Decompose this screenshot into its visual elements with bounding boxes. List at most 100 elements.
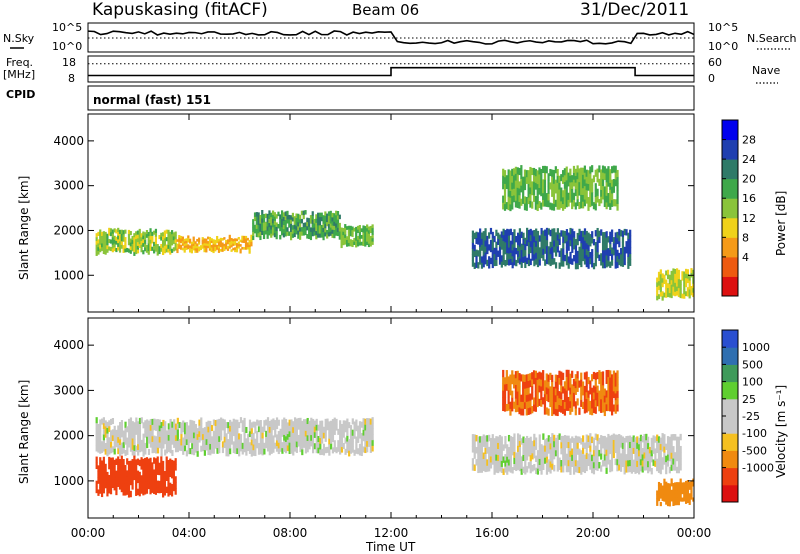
heatmap-cell — [340, 446, 344, 453]
heatmap-cell — [585, 242, 588, 250]
heatmap-cell — [500, 261, 503, 268]
heatmap-cell — [95, 244, 98, 249]
heatmap-cell — [169, 243, 172, 248]
heatmap-cell — [198, 419, 201, 426]
heatmap-cell — [99, 430, 102, 437]
heatmap-cell — [181, 247, 184, 251]
heatmap-cell — [484, 435, 487, 442]
heatmap-cell — [138, 236, 141, 241]
heatmap-cell — [346, 418, 349, 425]
heatmap-cell — [192, 247, 195, 251]
heatmap-cell — [603, 199, 606, 207]
heatmap-cell — [475, 249, 478, 256]
heatmap-cell — [547, 408, 550, 416]
heatmap-cell — [675, 489, 679, 494]
heatmap-cell — [556, 441, 559, 448]
heatmap-cell — [162, 485, 165, 492]
heatmap-cell — [479, 234, 482, 241]
heatmap-cell — [475, 459, 478, 466]
heatmap-cell — [614, 172, 617, 180]
heatmap-cell — [598, 178, 601, 186]
heatmap-cell — [614, 379, 617, 387]
heatmap-cell — [200, 428, 203, 435]
heatmap-cell — [223, 442, 226, 449]
heatmap-cell — [167, 248, 170, 253]
heatmap-cell — [589, 463, 592, 470]
heatmap-cell — [243, 429, 246, 436]
heatmap-cell — [293, 439, 297, 447]
heatmap-cell — [160, 474, 163, 481]
heatmap-cell — [243, 238, 246, 241]
heatmap-cell — [659, 455, 662, 463]
heatmap-cell — [113, 425, 116, 432]
heatmap-cell — [654, 436, 657, 443]
heatmap-cell — [362, 235, 365, 240]
heatmap-cell — [587, 238, 590, 245]
colorbar-segment — [722, 364, 738, 383]
heatmap-cell — [535, 443, 538, 450]
heatmap-cell — [522, 436, 525, 443]
heatmap-cell — [573, 231, 576, 238]
heatmap-cell — [562, 254, 565, 261]
heatmap-cell — [610, 166, 614, 174]
heatmap-cell — [553, 434, 556, 442]
heatmap-cell — [183, 439, 187, 446]
x-tick-label: 20:00 — [576, 526, 611, 540]
heatmap-cell — [540, 227, 543, 235]
heatmap-cell — [257, 420, 261, 427]
heatmap-cell — [111, 481, 114, 489]
heatmap-cell — [523, 374, 527, 382]
heatmap-cell — [607, 172, 610, 180]
heatmap-cell — [543, 393, 547, 402]
heatmap-cell — [572, 165, 576, 173]
heatmap-cell — [160, 444, 163, 451]
heatmap-cell — [589, 400, 592, 408]
heatmap-cell — [585, 385, 588, 393]
heatmap-cell — [272, 446, 275, 453]
heatmap-cell — [255, 220, 258, 225]
heatmap-cell — [181, 238, 184, 242]
heatmap-cell — [532, 397, 536, 405]
heatmap-cell — [151, 430, 154, 437]
heatmap-cell — [618, 452, 621, 459]
heatmap-cell — [569, 233, 572, 241]
heatmap-cell — [124, 427, 127, 434]
heatmap-cell — [191, 437, 194, 444]
heatmap-cell — [282, 220, 285, 226]
colorbar-tick-label: -1000 — [742, 462, 774, 475]
heatmap-cell — [310, 417, 313, 424]
heatmap-cell — [154, 470, 158, 477]
heatmap-cell — [100, 246, 104, 251]
heatmap-cell — [113, 246, 116, 252]
heatmap-cell — [547, 186, 550, 194]
heatmap-cell — [567, 238, 570, 245]
heatmap-cell — [283, 434, 286, 441]
heatmap-cell — [162, 442, 165, 449]
heatmap-cell — [244, 247, 248, 250]
heatmap-cell — [100, 441, 104, 448]
heatmap-cell — [511, 238, 514, 245]
heatmap-cell — [189, 245, 192, 249]
heatmap-cell — [366, 227, 369, 232]
heatmap-cell — [338, 214, 341, 220]
heatmap-cell — [556, 381, 559, 389]
heatmap-cell — [529, 240, 532, 248]
heatmap-cell — [135, 465, 138, 472]
heatmap-cell — [507, 376, 510, 384]
heatmap-cell — [344, 224, 347, 228]
heatmap-cell — [576, 398, 579, 406]
heatmap-cell — [99, 425, 102, 432]
heatmap-cell — [273, 232, 276, 238]
heatmap-cell — [618, 234, 621, 242]
heatmap-cell — [580, 181, 583, 189]
heatmap-cell — [512, 374, 516, 382]
heatmap-cell — [203, 438, 206, 445]
heatmap-cell — [514, 186, 518, 195]
heatmap-cell — [333, 225, 336, 231]
heatmap-cell — [321, 431, 324, 438]
heatmap-cell — [199, 247, 203, 251]
heatmap-cell — [252, 432, 255, 439]
heatmap-cell — [147, 231, 150, 237]
heatmap-cell — [192, 449, 196, 456]
heatmap-cell — [304, 441, 307, 448]
